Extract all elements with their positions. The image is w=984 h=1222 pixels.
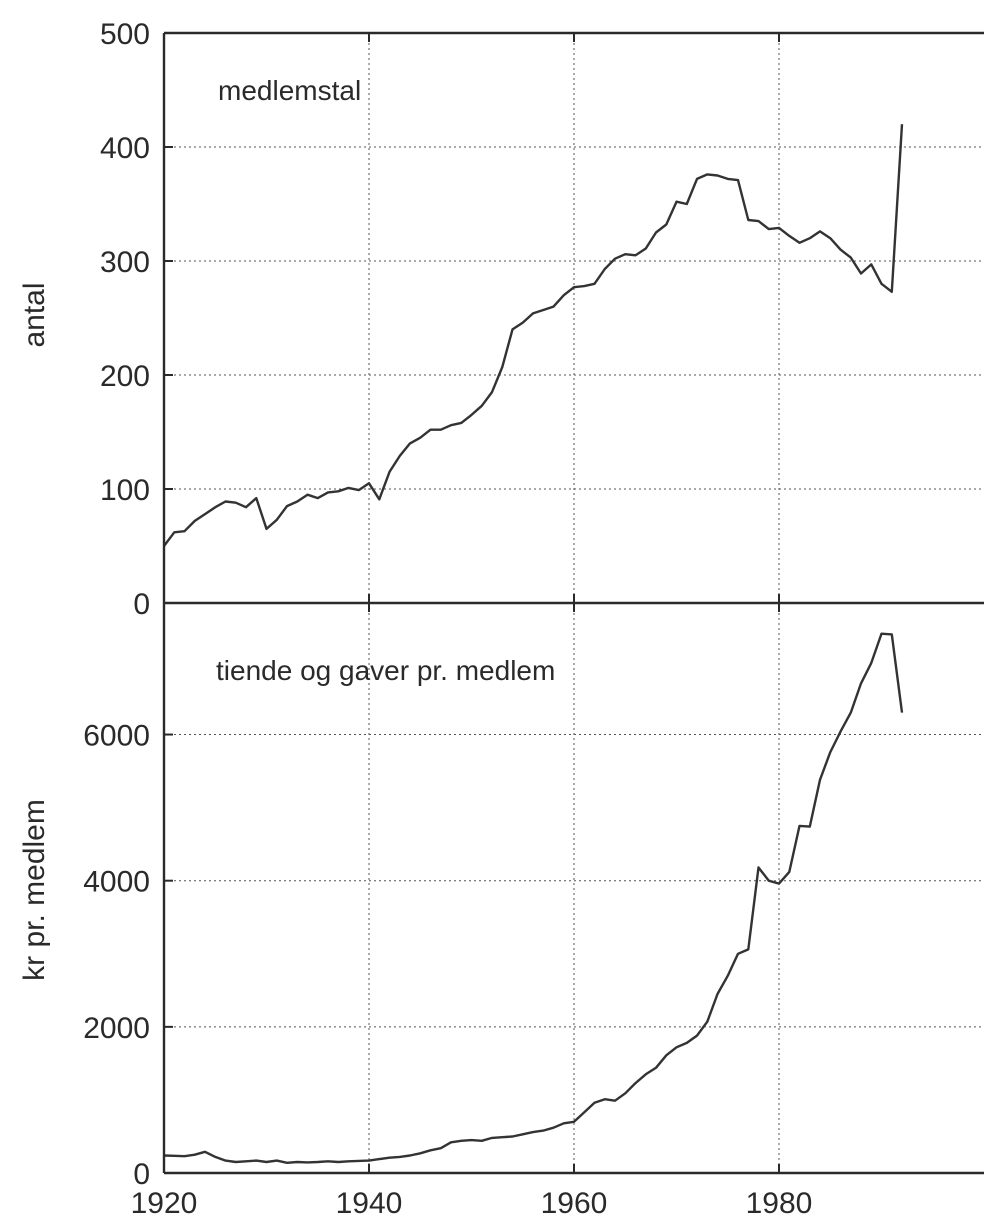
top-y-tick-label: 0 xyxy=(133,588,150,621)
bottom-series-line xyxy=(163,632,904,1165)
bottom-y-tick-label: 4000 xyxy=(83,866,150,899)
bottom-y-tick-label: 2000 xyxy=(83,1012,150,1045)
top-y-tick-label: 300 xyxy=(100,246,150,279)
top-panel-tick-labels: 0 100 200 300 400 500 xyxy=(100,18,150,621)
top-panel-series xyxy=(163,124,904,547)
bottom-panel-title: tiende og gaver pr. medlem xyxy=(216,655,555,686)
chart-frame xyxy=(162,31,984,1175)
top-y-tick-label: 200 xyxy=(100,360,150,393)
top-y-tick-label: 400 xyxy=(100,132,150,165)
top-y-tick-label: 100 xyxy=(100,474,150,507)
bottom-panel-series xyxy=(163,632,904,1165)
membership-chart-panel: 0 100 200 300 400 500 medlemstal antal xyxy=(18,18,984,621)
bottom-x-tick-label: 1920 xyxy=(131,1187,198,1220)
bottom-panel-y-axis-title: kr pr. medlem xyxy=(18,799,51,981)
bottom-x-tick-label: 1980 xyxy=(746,1187,813,1220)
bottom-x-tick-label: 1940 xyxy=(336,1187,403,1220)
bottom-y-tick-label: 6000 xyxy=(83,720,150,753)
bottom-panel-ticks xyxy=(163,603,780,1174)
bottom-x-tick-label: 1960 xyxy=(541,1187,608,1220)
giving-chart-panel: 1920 1940 1960 1980 0 2000 4000 6000 tiende og … xyxy=(18,603,984,1220)
top-panel-title: medlemstal xyxy=(218,75,361,106)
bottom-panel-tick-labels: 1920 1940 1960 1980 0 2000 4000 6000 xyxy=(83,720,812,1220)
top-panel-ticks xyxy=(163,32,780,604)
top-panel-grid xyxy=(163,33,984,603)
top-series-line xyxy=(163,124,904,547)
bottom-panel-grid xyxy=(163,603,984,1173)
top-y-tick-label: 500 xyxy=(100,18,150,51)
bottom-y-tick-label: 0 xyxy=(133,1158,150,1191)
top-panel-y-axis-title: antal xyxy=(18,282,51,347)
